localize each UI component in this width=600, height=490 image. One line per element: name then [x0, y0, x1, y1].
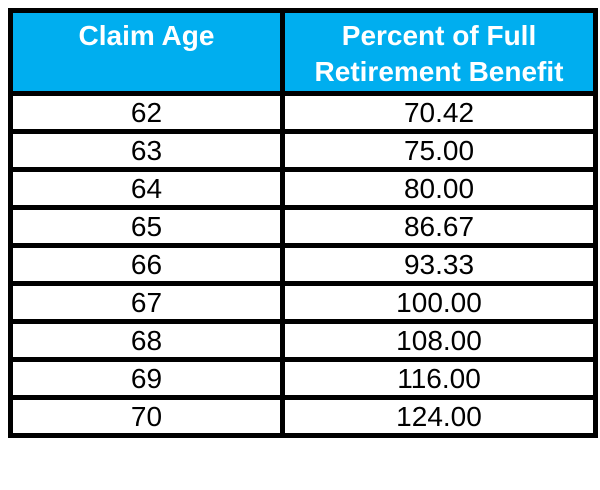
table-row: 65 86.67	[8, 205, 598, 248]
header-percent-line1: Percent of Full	[341, 20, 537, 51]
cell-age: 63	[8, 129, 285, 172]
cell-age: 64	[8, 167, 285, 210]
table-row: 64 80.00	[8, 167, 598, 210]
cell-age: 67	[8, 281, 285, 324]
cell-age: 70	[8, 395, 285, 438]
header-cell-percent: Percent of Full Retirement Benefit	[280, 8, 598, 96]
cell-percent: 108.00	[280, 319, 598, 362]
table-row: 67 100.00	[8, 281, 598, 324]
cell-percent: 75.00	[280, 129, 598, 172]
table-row: 68 108.00	[8, 319, 598, 362]
table-row: 63 75.00	[8, 129, 598, 172]
header-percent-line2: Retirement Benefit	[314, 56, 564, 87]
cell-age: 66	[8, 243, 285, 286]
cell-percent: 93.33	[280, 243, 598, 286]
table-row: 70 124.00	[8, 395, 598, 438]
header-cell-claim-age: Claim Age	[8, 8, 285, 96]
cell-percent: 116.00	[280, 357, 598, 400]
header-row: Claim Age Percent of Full Retirement Ben…	[8, 8, 598, 96]
cell-age: 69	[8, 357, 285, 400]
table-row: 66 93.33	[8, 243, 598, 286]
cell-percent: 80.00	[280, 167, 598, 210]
cell-age: 68	[8, 319, 285, 362]
cell-age: 65	[8, 205, 285, 248]
table-row: 62 70.42	[8, 91, 598, 134]
cell-percent: 124.00	[280, 395, 598, 438]
header-claim-age-label: Claim Age	[78, 20, 215, 51]
cell-percent: 100.00	[280, 281, 598, 324]
cell-age: 62	[8, 91, 285, 134]
cell-percent: 70.42	[280, 91, 598, 134]
retirement-benefit-table: Claim Age Percent of Full Retirement Ben…	[8, 8, 598, 438]
table-row: 69 116.00	[8, 357, 598, 400]
cell-percent: 86.67	[280, 205, 598, 248]
